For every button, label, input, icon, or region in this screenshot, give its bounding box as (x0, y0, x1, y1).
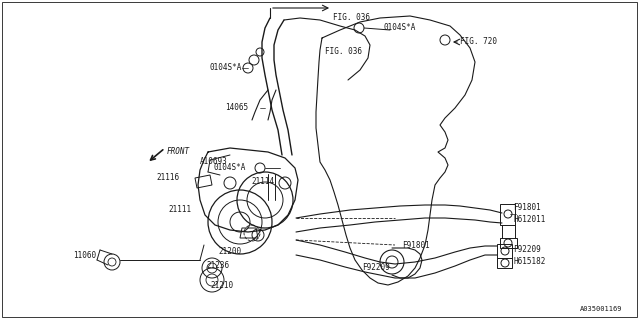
Text: 0104S*A: 0104S*A (214, 164, 246, 172)
Text: FRONT: FRONT (167, 148, 190, 156)
Text: 14065: 14065 (225, 103, 248, 113)
Text: H615182: H615182 (513, 258, 545, 267)
Text: 0104S*A: 0104S*A (383, 23, 415, 33)
Text: FIG. 036: FIG. 036 (333, 13, 370, 22)
Text: 21210: 21210 (211, 282, 234, 291)
Text: 11060: 11060 (73, 252, 96, 260)
Text: H612011: H612011 (513, 215, 545, 225)
Text: A10693: A10693 (200, 157, 228, 166)
Text: 21114: 21114 (252, 178, 275, 187)
Text: 21200: 21200 (218, 247, 241, 257)
Text: F92209: F92209 (362, 262, 390, 271)
Text: 21116: 21116 (157, 173, 180, 182)
Text: F92209: F92209 (513, 245, 541, 254)
Text: FIG. 720: FIG. 720 (460, 37, 497, 46)
Text: F91801: F91801 (402, 241, 429, 250)
Text: A035001169: A035001169 (579, 306, 622, 312)
Text: 21236: 21236 (207, 261, 230, 270)
Text: F91801: F91801 (513, 204, 541, 212)
Text: FIG. 036: FIG. 036 (325, 47, 362, 57)
Text: 0104S*A: 0104S*A (210, 63, 242, 73)
Text: 21111: 21111 (169, 205, 192, 214)
